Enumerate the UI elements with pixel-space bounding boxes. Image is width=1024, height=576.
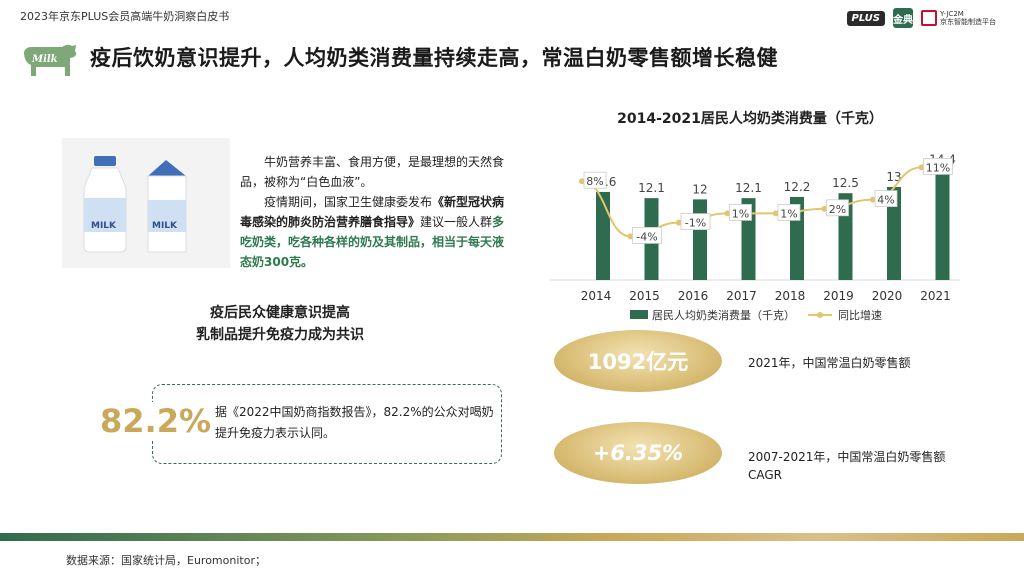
growth-label-2017: 1% — [732, 207, 749, 220]
growth-point-2014 — [579, 178, 585, 185]
chart-title: 2014-2021居民人均奶类消费量（千克） — [617, 111, 883, 127]
jindian-logo: 金典 — [893, 8, 913, 28]
milk-icon-label: Milk — [31, 54, 58, 65]
intro-p2-a: 疫情期间，国家卫生健康委发布 — [264, 195, 433, 209]
stat-text: 据《2022中国奶商指数报告》，82.2%的公众对喝奶提升免疫力表示认同。 — [215, 405, 494, 440]
growth-label-box-2015 — [632, 227, 662, 244]
growth-label-box-2016 — [680, 213, 711, 230]
data-source: 数据来源：国家统计局，Euromonitor； — [66, 554, 266, 567]
x-tick-2018: 2018 — [775, 289, 806, 303]
yjc2m-mark-icon — [921, 10, 937, 26]
bar-label-2019: 12.5 — [832, 176, 859, 190]
intro-p2: 疫情期间，国家卫生健康委发布《新型冠状病毒感染的肺炎防治营养膳食指导》建议一般人… — [240, 192, 508, 272]
x-tick-2020: 2020 — [872, 289, 903, 303]
growth-label-2019: 2% — [829, 203, 846, 216]
intro-paragraph: 牛奶营养丰富、食用方便，是最理想的天然食品，被称为“白色血液”。 疫情期间，国家… — [240, 152, 508, 272]
yjc2m-logo: Y-JC2M 京东智能制造平台 — [921, 10, 996, 26]
kpi-oval-cagr: +6.35% — [554, 422, 722, 484]
growth-label-2014: 8% — [586, 175, 603, 188]
logo-strip: PLUS 金典 Y-JC2M 京东智能制造平台 — [846, 8, 996, 28]
growth-point-2017 — [724, 210, 731, 217]
svg-text:MILK: MILK — [152, 221, 178, 231]
bar-2021 — [935, 169, 950, 280]
yjc2m-subtitle: 京东智能制造平台 — [940, 18, 996, 26]
intro-p2-c: 建议一般人群 — [420, 215, 493, 229]
growth-label-box-2014 — [583, 171, 607, 189]
growth-label-box-2021 — [923, 157, 953, 175]
growth-point-2021 — [918, 164, 925, 171]
kpi-caption-cagr: 2007-2021年，中国常温白奶零售额CAGR — [748, 450, 946, 482]
growth-label-box-2018 — [777, 204, 801, 221]
plus-logo: PLUS — [846, 10, 885, 26]
growth-label-2016: -1% — [685, 217, 706, 230]
growth-label-box-2017 — [729, 204, 752, 221]
bar-2020 — [887, 187, 901, 280]
cow-milk-icon: Milk — [24, 44, 77, 76]
mid-heading-line1: 疫后民众健康意识提高 — [210, 305, 350, 321]
kpi-oval-retail: 1092亿元 — [554, 330, 722, 392]
legend-bar-swatch — [630, 310, 648, 319]
svg-text:MILK: MILK — [91, 221, 117, 231]
x-tick-2014: 2014 — [581, 289, 612, 303]
legend-bar-label: 居民人均奶类消费量（千克） — [652, 308, 795, 322]
growth-point-2020 — [870, 196, 876, 203]
intro-p1: 牛奶营养丰富、食用方便，是最理想的天然食品，被称为“白色血液”。 — [240, 155, 505, 189]
growth-point-2015 — [627, 233, 634, 240]
report-title: 2023年京东PLUS会员高端牛奶洞察白皮书 — [20, 10, 230, 23]
bar-label-2018: 12.2 — [784, 180, 811, 194]
x-tick-2017: 2017 — [726, 289, 757, 303]
x-tick-2019: 2019 — [823, 289, 854, 303]
page-title: 疫后饮奶意识提升，人均奶类消费量持续走高，常温白奶零售额增长稳健 — [90, 46, 778, 70]
intro-p2-b: 《新型冠状病毒感染的肺炎防治营养膳食指导》 — [240, 195, 505, 229]
growth-point-2018 — [773, 210, 779, 217]
mid-heading-line2: 乳制品提升免疫力成为共识 — [196, 327, 364, 343]
kpi-caption-retail: 2021年，中国常温白奶零售额 — [748, 356, 911, 370]
x-tick-2015: 2015 — [629, 289, 660, 303]
growth-point-2019 — [821, 205, 828, 212]
growth-label-2021: 11% — [926, 161, 950, 174]
x-tick-2021: 2021 — [920, 289, 951, 303]
intro-p2-d: 多吃奶类，吃各种各样的奶及其制品，相当于每天液态奶300克。 — [240, 215, 505, 269]
growth-label-2015: -4% — [636, 230, 657, 243]
consumption-chart: 12.612.11212.112.212.51314.48%-4%-1%1%1%… — [550, 153, 960, 322]
mid-heading: 疫后民众健康意识提高 乳制品提升免疫力成为共识 — [175, 302, 385, 346]
growth-label-box-2020 — [874, 190, 898, 207]
bar-2014 — [596, 191, 610, 280]
legend-line-label: 同比增速 — [838, 308, 882, 322]
bar-label-2017: 12.1 — [735, 181, 762, 195]
growth-label-2020: 4% — [877, 194, 894, 207]
growth-label-2018: 1% — [780, 207, 797, 220]
milk-bottles-illustration: MILK MILK — [62, 138, 230, 268]
growth-label-box-2019 — [826, 199, 849, 217]
footer-band — [0, 533, 1024, 541]
bar-label-2015: 12.1 — [638, 181, 665, 195]
stat-value: 82.2% — [96, 402, 216, 440]
bar-label-2016: 12 — [692, 182, 707, 196]
growth-point-2016 — [676, 219, 682, 226]
bar-label-2020: 13 — [886, 170, 901, 184]
x-tick-2016: 2016 — [678, 289, 709, 303]
legend-line-dot — [817, 312, 823, 318]
bar-2016 — [693, 199, 707, 280]
yjc2m-name: Y-JC2M — [940, 10, 964, 18]
